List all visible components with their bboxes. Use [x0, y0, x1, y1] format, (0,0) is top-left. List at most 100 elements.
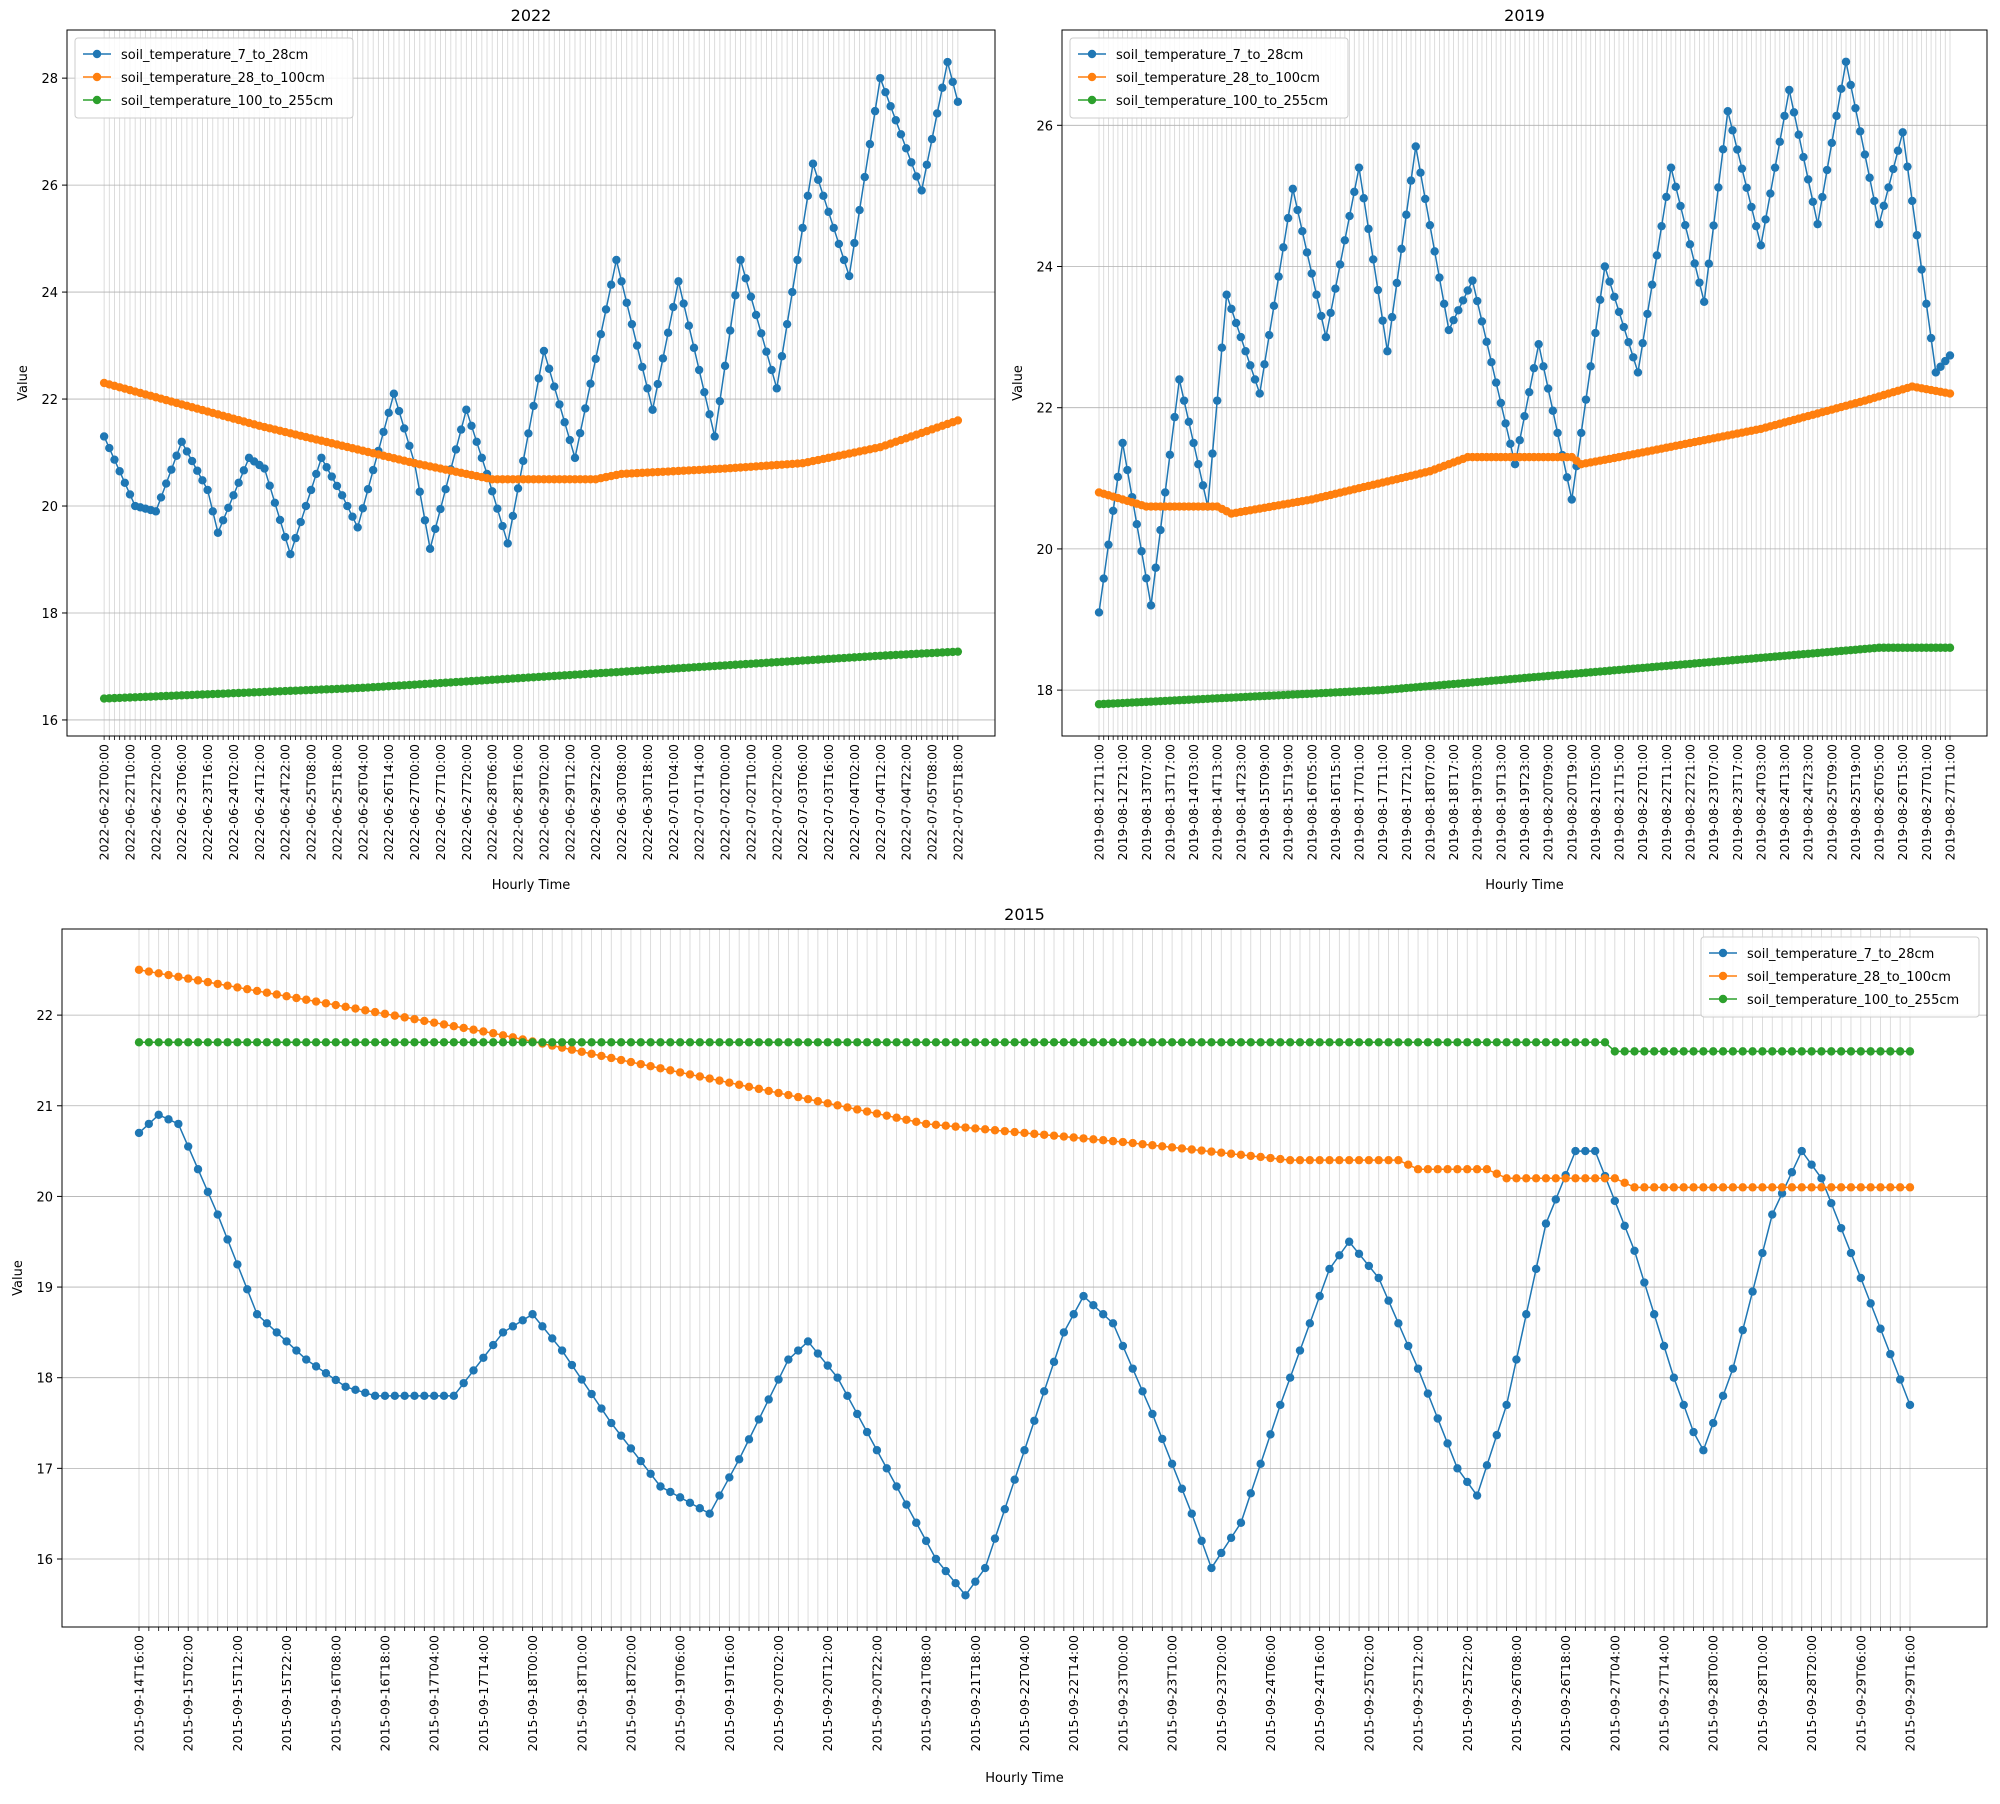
data-point — [164, 1038, 173, 1047]
data-point — [1404, 1038, 1413, 1047]
data-point — [1383, 347, 1392, 356]
data-point — [172, 451, 181, 460]
data-point — [862, 1107, 872, 1116]
data-point — [1610, 292, 1619, 301]
data-point — [741, 274, 750, 283]
data-point — [675, 1493, 685, 1502]
data-point — [449, 1021, 459, 1031]
data-point — [1433, 1038, 1442, 1047]
data-point — [1785, 85, 1794, 95]
data-point — [626, 1057, 636, 1067]
data-point — [907, 158, 916, 167]
data-point — [892, 1038, 901, 1047]
data-point — [1846, 1047, 1856, 1056]
data-point — [803, 1038, 813, 1047]
legend-marker — [92, 72, 102, 82]
data-point — [1738, 1183, 1747, 1192]
data-point — [734, 1080, 744, 1089]
data-point — [1132, 520, 1142, 529]
data-point — [1886, 1047, 1895, 1056]
data-point — [302, 1038, 311, 1047]
y-tick-label: 20 — [41, 500, 58, 515]
data-point — [646, 1469, 655, 1479]
data-point — [684, 321, 694, 330]
x-tick-label: 2022-07-01T14:00 — [692, 744, 707, 860]
data-point — [1118, 1038, 1128, 1047]
data-point — [829, 223, 838, 233]
x-tick-label: 2015-09-23T10:00 — [1165, 1635, 1180, 1751]
data-point — [187, 456, 197, 466]
data-point — [1643, 309, 1652, 319]
data-point — [1709, 221, 1718, 230]
data-point — [617, 277, 626, 286]
data-point — [1226, 1038, 1236, 1047]
data-point — [183, 1142, 193, 1151]
data-point — [1561, 1038, 1570, 1047]
data-point — [666, 1487, 675, 1497]
data-point — [565, 435, 575, 445]
data-point — [451, 445, 461, 454]
data-point — [1768, 1210, 1777, 1219]
data-point — [1473, 296, 1482, 306]
data-point — [193, 466, 202, 475]
data-point — [1515, 435, 1524, 445]
data-point — [213, 528, 223, 537]
data-point — [725, 1038, 734, 1047]
x-axis-label: Hourly Time — [492, 878, 571, 893]
data-point — [1561, 1174, 1570, 1183]
data-point — [213, 1038, 222, 1047]
data-point — [1285, 1373, 1295, 1382]
data-point — [1212, 396, 1222, 405]
data-point — [1354, 163, 1364, 172]
data-point — [793, 255, 802, 265]
data-point — [560, 418, 569, 427]
data-point — [1293, 205, 1302, 215]
data-point — [754, 1415, 764, 1424]
data-point — [803, 1337, 813, 1346]
data-point — [855, 205, 864, 215]
data-point — [570, 453, 580, 463]
data-point — [302, 1355, 311, 1364]
data-point — [1551, 1038, 1561, 1047]
data-point — [587, 1038, 596, 1047]
data-point — [834, 239, 844, 249]
data-point — [548, 1038, 557, 1047]
data-point — [784, 1038, 793, 1047]
data-point — [449, 1391, 459, 1401]
data-point — [1936, 362, 1945, 371]
data-point — [1241, 347, 1250, 356]
y-tick-label: 19 — [36, 1281, 53, 1296]
data-point — [1089, 1135, 1098, 1144]
data-point — [1649, 1310, 1659, 1319]
data-point — [1797, 1146, 1806, 1156]
data-point — [1184, 417, 1194, 427]
x-tick-label: 2022-06-30T18:00 — [640, 744, 655, 860]
data-point — [1094, 608, 1104, 617]
data-point — [1463, 1038, 1472, 1047]
data-point — [1531, 1264, 1541, 1274]
data-point — [1443, 1439, 1452, 1448]
data-point — [808, 159, 818, 168]
data-point — [1113, 472, 1123, 482]
data-point — [1444, 325, 1454, 335]
data-point — [370, 1038, 380, 1047]
data-point — [1630, 1047, 1639, 1056]
data-point — [1217, 1548, 1226, 1558]
data-point — [1813, 219, 1822, 229]
data-point — [223, 981, 232, 990]
data-point — [544, 364, 554, 373]
data-point — [587, 1389, 596, 1399]
data-point — [1931, 368, 1941, 377]
data-point — [1279, 243, 1288, 252]
data-point — [1491, 378, 1501, 387]
data-point — [1158, 1038, 1167, 1047]
data-point — [1079, 1134, 1088, 1143]
legend: soil_temperature_7_to_28cm soil_temperatu… — [1700, 936, 1980, 1018]
data-point — [1118, 1137, 1128, 1147]
data-point — [332, 481, 342, 491]
data-point — [331, 1038, 340, 1047]
x-tick-label: 2019-08-16T15:00 — [1328, 744, 1343, 860]
data-point — [892, 1113, 901, 1122]
data-point — [1502, 1174, 1511, 1183]
data-point — [1539, 362, 1548, 371]
